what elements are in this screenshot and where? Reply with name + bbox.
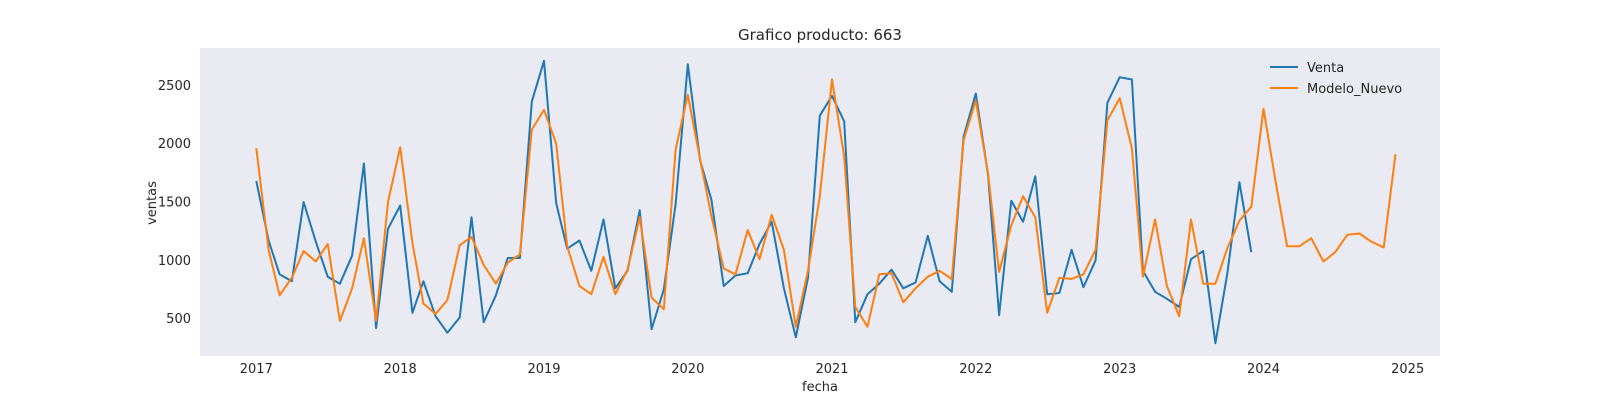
series-layer	[255, 59, 1397, 345]
legend: Venta Modelo_Nuevo	[1270, 61, 1402, 97]
x-tick-label: 2019	[527, 362, 560, 377]
x-tick-label: 2021	[815, 362, 848, 377]
x-axis-ticks: 2017 2018 2019 2020 2021 2022 2023 2024 2025	[240, 362, 1424, 377]
y-tick-label: 2000	[158, 137, 191, 152]
y-tick-label: 1000	[158, 254, 191, 269]
x-axis-label: fecha	[802, 380, 838, 395]
x-tick-label: 2022	[959, 362, 992, 377]
legend-label: Modelo_Nuevo	[1307, 82, 1402, 97]
x-tick-label: 2020	[671, 362, 704, 377]
x-tick-label: 2025	[1391, 362, 1424, 377]
legend-label: Venta	[1307, 61, 1344, 76]
x-tick-label: 2017	[240, 362, 273, 377]
x-tick-label: 2023	[1103, 362, 1136, 377]
series-line-modelo-nuevo	[255, 78, 1397, 328]
x-tick-label: 2018	[384, 362, 417, 377]
y-tick-label: 1500	[158, 196, 191, 211]
x-tick-label: 2024	[1247, 362, 1280, 377]
y-tick-label: 500	[166, 312, 191, 327]
plot-area	[200, 48, 1440, 356]
y-axis-ticks: 500 1000 1500 2000 2500	[158, 79, 191, 327]
y-axis-label: ventas	[145, 181, 160, 225]
y-tick-label: 2500	[158, 79, 191, 94]
chart-title: Grafico producto: 663	[738, 26, 902, 44]
series-line-venta	[255, 59, 1253, 345]
